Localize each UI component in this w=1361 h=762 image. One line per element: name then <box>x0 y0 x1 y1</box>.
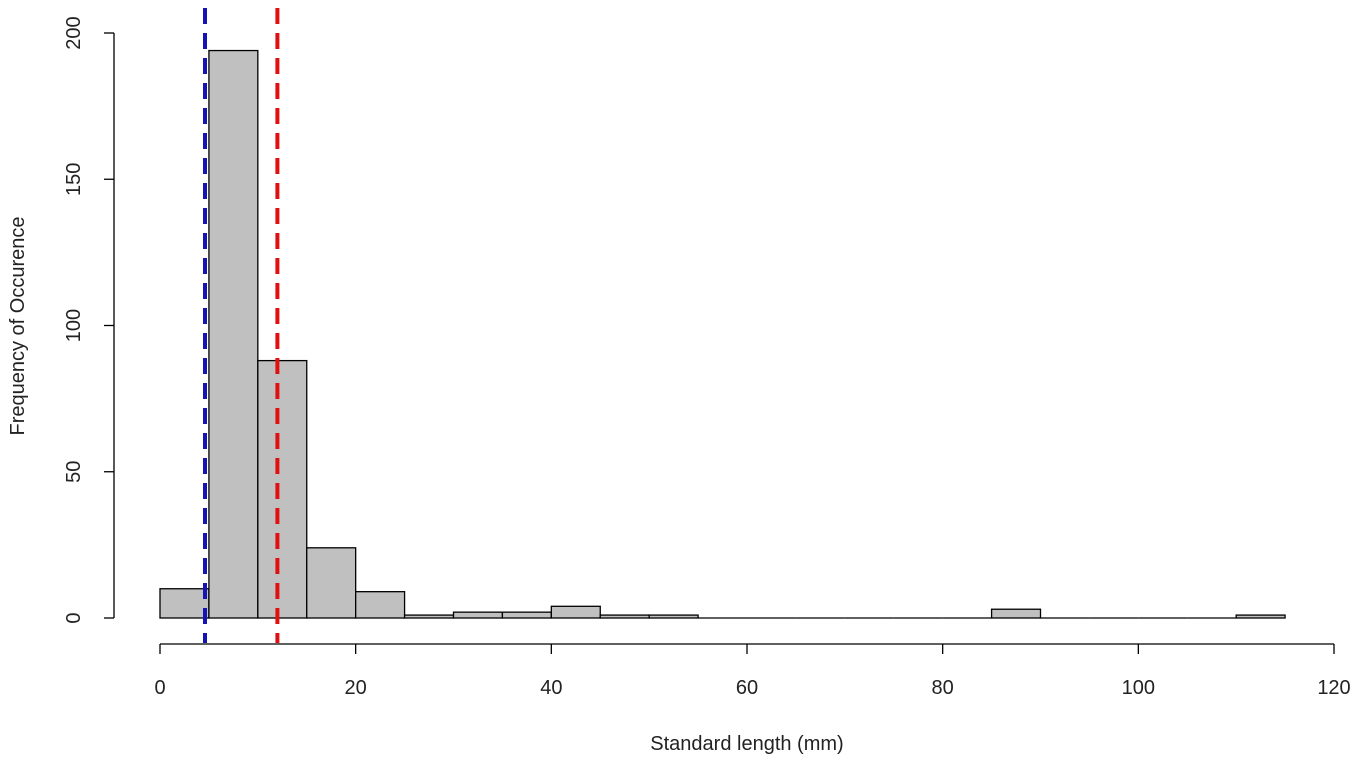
y-tick-label: 50 <box>63 461 85 483</box>
x-tick-label: 20 <box>345 677 367 699</box>
y-tick-label: 150 <box>63 163 85 196</box>
histogram-bar <box>648 614 699 619</box>
x-tick-label: 80 <box>932 677 954 699</box>
histogram-bar <box>452 611 504 619</box>
x-axis-title: Standard length (mm) <box>650 733 843 755</box>
histogram-bar <box>403 614 455 619</box>
x-tick-label: 40 <box>540 677 562 699</box>
x-tick-label: 100 <box>1122 677 1155 699</box>
histogram-bar <box>599 614 650 619</box>
x-tick-label: 60 <box>736 677 758 699</box>
x-axis: 0 20 40 60 80 100 120 <box>154 643 1351 699</box>
y-axis-title: Frequency of Occurence <box>7 217 29 436</box>
histogram-bar <box>306 547 357 619</box>
x-tick-label: 0 <box>154 677 165 699</box>
reference-lines <box>203 8 280 643</box>
y-tick-label: 200 <box>63 16 85 49</box>
y-axis: 0 50 100 150 200 <box>63 16 115 624</box>
y-tick-label: 0 <box>63 612 85 623</box>
y-tick-label: 100 <box>63 309 85 342</box>
histogram-bar <box>990 608 1042 619</box>
histogram-bar <box>1235 614 1286 619</box>
histogram-bar <box>550 605 601 619</box>
histogram-bars <box>159 49 1286 619</box>
x-tick-label: 120 <box>1317 677 1350 699</box>
histogram-bar <box>208 49 259 619</box>
histogram-bar <box>501 611 552 619</box>
histogram-bar <box>257 359 308 619</box>
histogram-bar <box>159 588 210 619</box>
histogram-bar <box>355 591 406 619</box>
